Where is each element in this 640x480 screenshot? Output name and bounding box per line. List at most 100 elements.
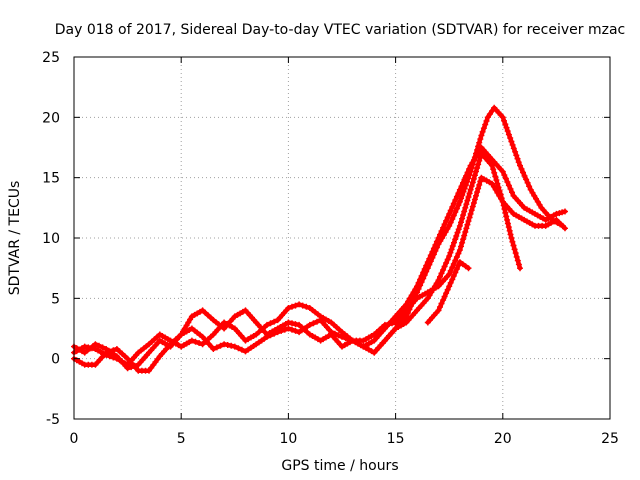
data-point — [460, 179, 466, 186]
data-point — [405, 298, 412, 305]
data-point — [511, 246, 518, 253]
data-point — [514, 257, 521, 264]
data-point — [470, 175, 477, 182]
x-tick-label: 20 — [494, 431, 512, 447]
data-point — [462, 204, 469, 211]
data-point — [449, 204, 456, 210]
data-point — [447, 249, 454, 256]
data-point — [228, 342, 235, 349]
data-point — [441, 293, 448, 300]
series-track-c — [71, 174, 568, 368]
y-tick-label: 20 — [42, 110, 60, 126]
data-point — [469, 203, 476, 210]
data-point — [478, 132, 485, 139]
data-point — [500, 202, 507, 209]
data-point — [429, 248, 436, 255]
data-series — [71, 104, 568, 374]
data-point — [489, 107, 496, 114]
data-point — [509, 238, 516, 245]
data-point — [466, 190, 473, 197]
data-point — [444, 256, 451, 263]
data-point — [285, 325, 292, 332]
data-point — [509, 141, 516, 148]
data-point — [447, 219, 454, 226]
data-point — [455, 250, 462, 257]
series-track-d — [371, 150, 523, 356]
data-point — [463, 225, 470, 232]
data-point — [556, 210, 563, 217]
data-point — [501, 206, 508, 212]
data-point — [110, 347, 117, 354]
data-point — [403, 313, 410, 320]
data-point — [559, 209, 566, 216]
data-point — [296, 301, 303, 308]
data-point — [492, 173, 499, 180]
data-point — [381, 321, 388, 328]
data-point — [231, 343, 238, 350]
data-point — [458, 243, 464, 250]
data-point — [466, 214, 473, 221]
data-point — [96, 342, 102, 349]
data-point — [385, 321, 392, 328]
data-point — [448, 246, 455, 253]
data-point — [81, 343, 88, 350]
data-point — [469, 179, 476, 186]
data-point — [517, 162, 523, 169]
data-point — [418, 272, 425, 279]
data-point — [446, 271, 453, 278]
data-point — [449, 216, 456, 222]
data-point — [306, 321, 313, 328]
data-point — [292, 327, 299, 334]
data-point — [467, 186, 474, 193]
data-point — [471, 172, 478, 179]
data-point — [421, 266, 428, 272]
data-point — [505, 224, 512, 231]
data-point — [496, 187, 503, 194]
data-point — [461, 208, 468, 215]
y-tick-label: 15 — [42, 171, 60, 187]
data-point — [459, 192, 466, 199]
data-point — [465, 265, 472, 272]
data-point — [314, 318, 320, 325]
data-point — [415, 279, 422, 286]
data-point — [499, 198, 506, 205]
data-point — [507, 231, 514, 238]
data-point — [426, 255, 433, 262]
data-point — [460, 212, 467, 219]
data-point — [438, 300, 445, 307]
data-point — [264, 321, 270, 328]
data-point — [502, 175, 509, 182]
data-point — [213, 344, 220, 351]
data-point — [494, 180, 501, 187]
data-point — [514, 155, 521, 162]
data-point — [475, 185, 482, 192]
data-point — [476, 181, 483, 188]
data-point — [443, 217, 450, 224]
data-point — [463, 172, 469, 179]
x-axis-label: GPS time / hours — [281, 458, 398, 474]
data-point — [289, 326, 295, 333]
data-point — [281, 326, 288, 333]
data-point — [465, 194, 472, 200]
data-point — [235, 345, 242, 352]
data-point — [458, 219, 464, 226]
data-point — [446, 283, 453, 290]
data-point — [501, 172, 508, 179]
data-point — [238, 346, 245, 353]
data-point — [510, 145, 517, 152]
data-point — [473, 192, 479, 199]
data-point — [303, 303, 310, 310]
data-point — [285, 305, 292, 311]
data-point — [473, 168, 479, 175]
data-point — [335, 332, 342, 339]
data-point — [483, 118, 490, 124]
data-point — [562, 225, 568, 232]
data-point — [510, 242, 517, 249]
data-point — [453, 205, 460, 212]
data-point — [453, 233, 460, 239]
data-point — [476, 157, 483, 164]
data-point — [526, 183, 533, 190]
data-point — [452, 197, 459, 204]
data-point — [489, 162, 496, 169]
data-point — [464, 197, 471, 204]
